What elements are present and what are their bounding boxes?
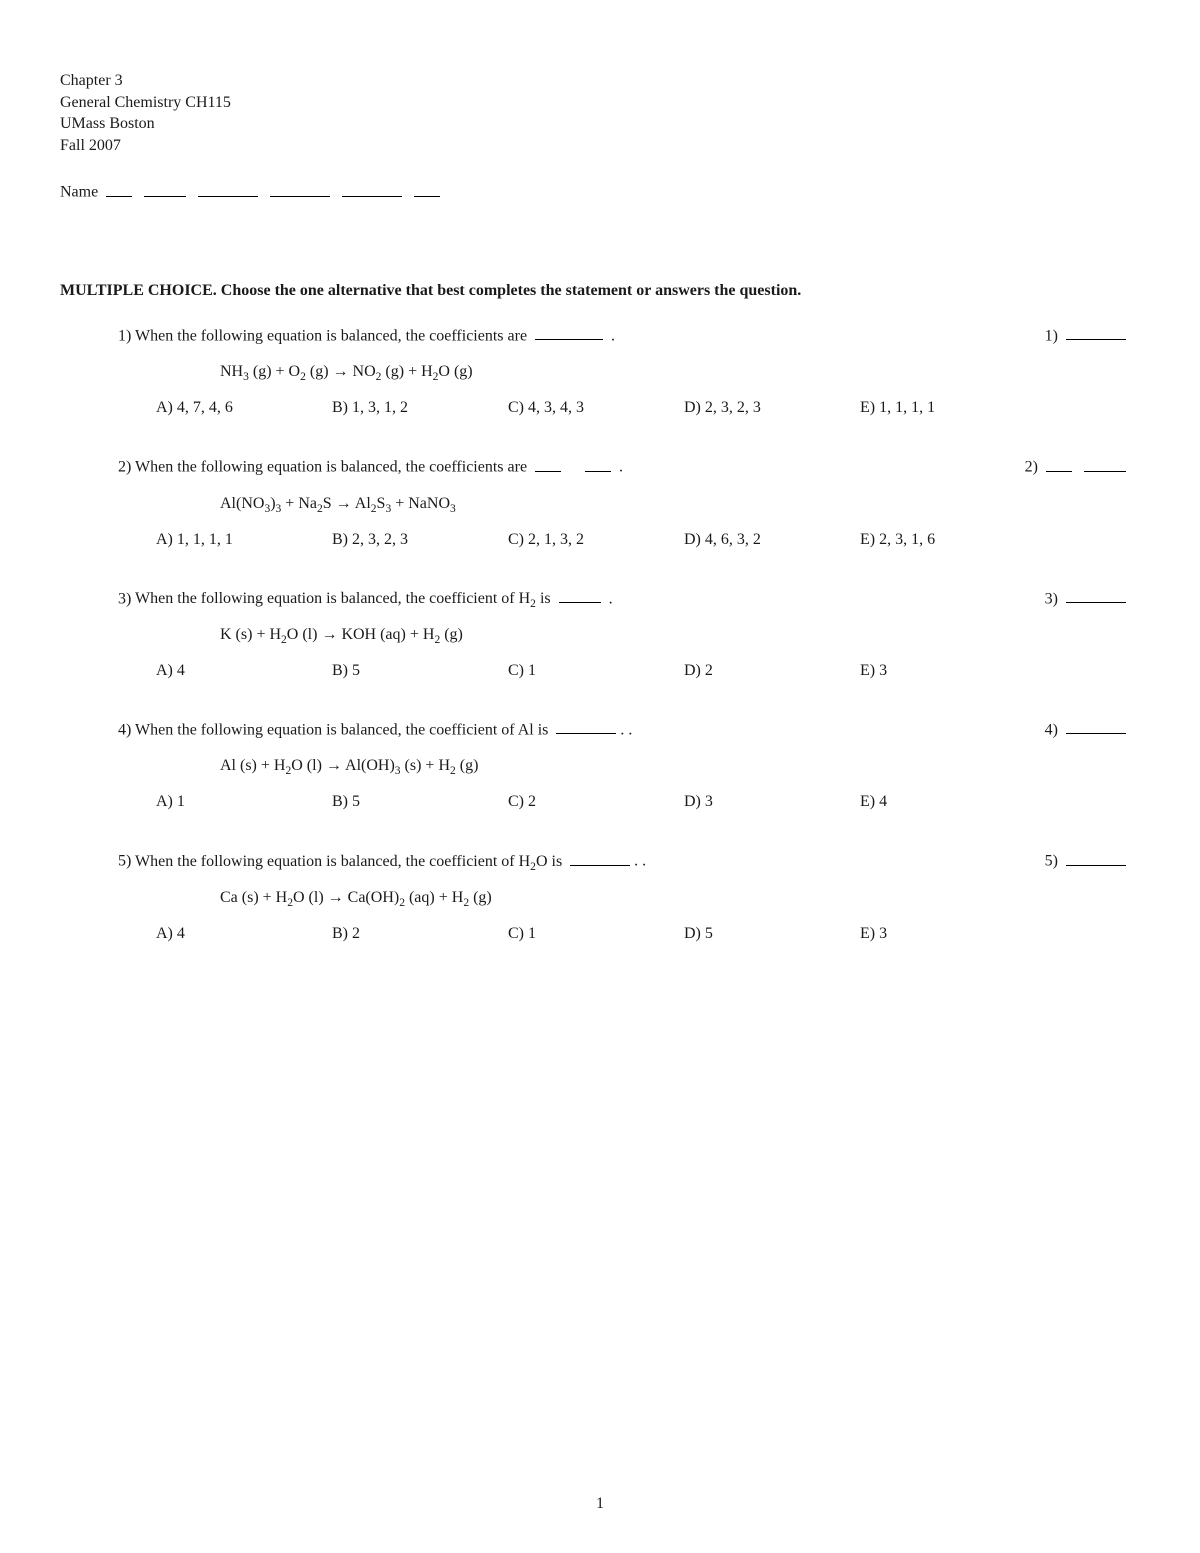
section-title: MULTIPLE CHOICE. Choose the one alternat… (60, 282, 1140, 300)
question-3: 3) When the following equation is balanc… (60, 589, 1140, 680)
q2-stem-before: When the following equation is balanced,… (135, 459, 531, 476)
q4-choice-c[interactable]: C) 2 (508, 793, 684, 811)
q2-choice-d[interactable]: D) 4, 6, 3, 2 (684, 531, 860, 549)
q1-choices: A) 4, 7, 4, 6 B) 1, 3, 1, 2 C) 4, 3, 4, … (156, 399, 1140, 417)
q4-choice-b[interactable]: B) 5 (332, 793, 508, 811)
q3-choice-b[interactable]: B) 5 (332, 662, 508, 680)
q2-stem-blank-2[interactable] (585, 457, 611, 471)
q1-answer-blank[interactable] (1066, 326, 1126, 340)
q2-equation: Al(NO3)3 + Na2S → Al2S3 + NaNO3 (220, 495, 1140, 513)
q2-choices: A) 1, 1, 1, 1 B) 2, 3, 2, 3 C) 2, 1, 3, … (156, 531, 1140, 549)
q1-stem-after: . (607, 327, 615, 344)
question-5: 5) When the following equation is balanc… (60, 851, 1140, 942)
q3-choice-e[interactable]: E) 3 (860, 662, 1036, 680)
q3-choice-a[interactable]: A) 4 (156, 662, 332, 680)
q3-stem-after: . (605, 590, 613, 607)
q5-choice-e[interactable]: E) 3 (860, 925, 1036, 943)
section-lead: MULTIPLE CHOICE. (60, 282, 217, 299)
q5-stem-blank[interactable] (570, 851, 630, 865)
q4-stem-blank[interactable] (556, 720, 616, 734)
page: Chapter 3 General Chemistry CH115 UMass … (0, 0, 1200, 1553)
q4-choice-e[interactable]: E) 4 (860, 793, 1036, 811)
q4-equation: Al (s) + H2O (l) → Al(OH)3 (s) + H2 (g) (220, 757, 1140, 775)
q1-stem-before: When the following equation is balanced,… (135, 327, 531, 344)
q4-stem-after: . . (620, 721, 632, 738)
q5-choice-d[interactable]: D) 5 (684, 925, 860, 943)
q4-choices: A) 1 B) 5 C) 2 D) 3 E) 4 (156, 793, 1140, 811)
q1-number: 1) (118, 327, 131, 344)
q5-equation: Ca (s) + H2O (l) → Ca(OH)2 (aq) + H2 (g) (220, 889, 1140, 907)
q4-choice-a[interactable]: A) 1 (156, 793, 332, 811)
name-label: Name (60, 184, 98, 201)
q4-choice-d[interactable]: D) 3 (684, 793, 860, 811)
q4-answer-number: 4) (1045, 721, 1058, 738)
q1-stem-blank[interactable] (535, 326, 603, 340)
header-term: Fall 2007 (60, 135, 1140, 157)
header-course: General Chemistry CH115 (60, 92, 1140, 114)
q1-choice-c[interactable]: C) 4, 3, 4, 3 (508, 399, 684, 417)
q1-choice-b[interactable]: B) 1, 3, 1, 2 (332, 399, 508, 417)
header-chapter: Chapter 3 (60, 70, 1140, 92)
q5-choices: A) 4 B) 2 C) 1 D) 5 E) 3 (156, 925, 1140, 943)
question-2: 2) When the following equation is balanc… (60, 457, 1140, 548)
q2-stem-after: . (615, 459, 623, 476)
q3-equation: K (s) + H2O (l) → KOH (aq) + H2 (g) (220, 626, 1140, 644)
q4-stem-before: When the following equation is balanced,… (135, 721, 552, 738)
q4-number: 4) (118, 721, 131, 738)
q5-choice-c[interactable]: C) 1 (508, 925, 684, 943)
q3-stem-before: When the following equation is balanced,… (135, 590, 555, 607)
header-school: UMass Boston (60, 113, 1140, 135)
q3-choices: A) 4 B) 5 C) 1 D) 2 E) 3 (156, 662, 1140, 680)
question-4: 4) When the following equation is balanc… (60, 720, 1140, 811)
name-blank-1[interactable] (106, 182, 132, 196)
q2-choice-e[interactable]: E) 2, 3, 1, 6 (860, 531, 1036, 549)
q1-choice-e[interactable]: E) 1, 1, 1, 1 (860, 399, 1036, 417)
name-blank-2[interactable] (144, 182, 186, 196)
name-blank-5[interactable] (342, 182, 402, 196)
q2-answer-blank-2[interactable] (1084, 457, 1126, 471)
question-1: 1) When the following equation is balanc… (60, 326, 1140, 417)
q2-number: 2) (118, 459, 131, 476)
name-blank-4[interactable] (270, 182, 330, 196)
q3-stem-blank[interactable] (559, 589, 601, 603)
q5-answer-number: 5) (1045, 853, 1058, 870)
q2-choice-a[interactable]: A) 1, 1, 1, 1 (156, 531, 332, 549)
q5-stem-before: When the following equation is balanced,… (135, 853, 566, 870)
section-rest: Choose the one alternative that best com… (217, 282, 802, 299)
q3-number: 3) (118, 590, 131, 607)
q5-answer-blank[interactable] (1066, 851, 1126, 865)
name-blank-6[interactable] (414, 182, 440, 196)
q3-choice-c[interactable]: C) 1 (508, 662, 684, 680)
q2-choice-b[interactable]: B) 2, 3, 2, 3 (332, 531, 508, 549)
q5-number: 5) (118, 853, 131, 870)
q5-stem-after: . . (634, 853, 646, 870)
page-number: 1 (596, 1495, 604, 1513)
q2-stem-blank-1[interactable] (535, 457, 561, 471)
q2-choice-c[interactable]: C) 2, 1, 3, 2 (508, 531, 684, 549)
name-blank-3[interactable] (198, 182, 258, 196)
q1-answer-number: 1) (1045, 327, 1058, 344)
q1-choice-a[interactable]: A) 4, 7, 4, 6 (156, 399, 332, 417)
q1-equation: NH3 (g) + O2 (g) → NO2 (g) + H2O (g) (220, 363, 1140, 381)
q3-answer-number: 3) (1045, 590, 1058, 607)
q5-choice-a[interactable]: A) 4 (156, 925, 332, 943)
name-row: Name (60, 182, 1140, 201)
q3-answer-blank[interactable] (1066, 589, 1126, 603)
q2-answer-blank-1[interactable] (1046, 457, 1072, 471)
q1-choice-d[interactable]: D) 2, 3, 2, 3 (684, 399, 860, 417)
q3-choice-d[interactable]: D) 2 (684, 662, 860, 680)
q4-answer-blank[interactable] (1066, 720, 1126, 734)
q2-answer-number: 2) (1025, 459, 1038, 476)
q5-choice-b[interactable]: B) 2 (332, 925, 508, 943)
